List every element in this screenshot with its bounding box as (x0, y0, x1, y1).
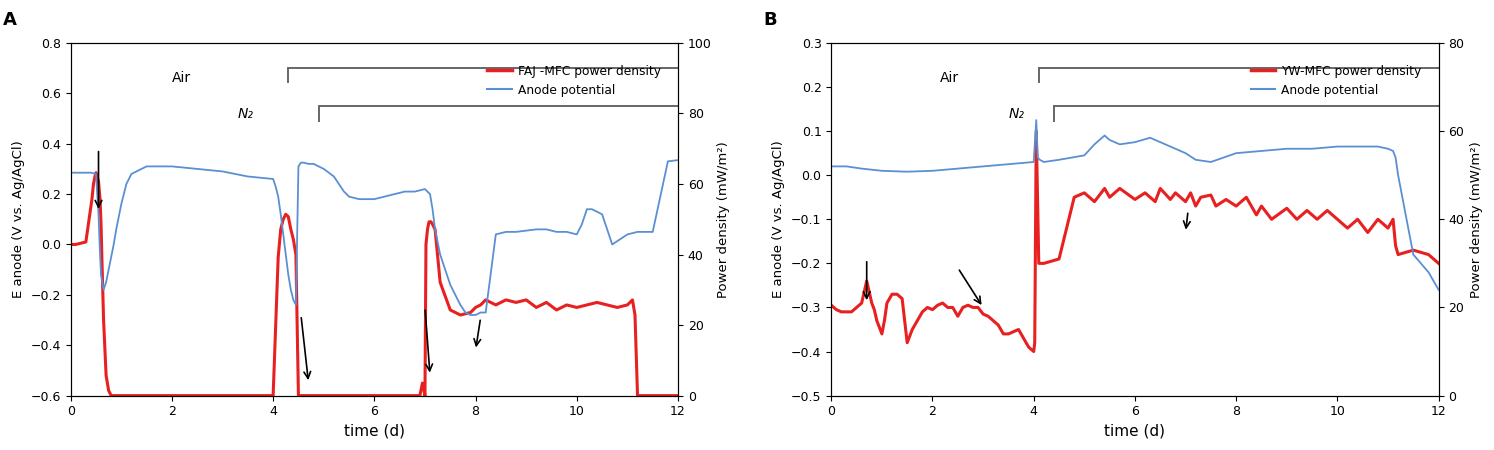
X-axis label: time (d): time (d) (1104, 424, 1165, 439)
Text: A: A (3, 11, 16, 29)
Legend: FAJ -MFC power density, Anode potential: FAJ -MFC power density, Anode potential (483, 60, 666, 102)
Legend: YW-MFC power density, Anode potential: YW-MFC power density, Anode potential (1246, 60, 1427, 102)
Y-axis label: E anode (V vs. Ag/AgCl): E anode (V vs. Ag/AgCl) (772, 140, 786, 298)
Text: N₂: N₂ (1008, 107, 1025, 121)
Text: Air: Air (940, 71, 959, 86)
Y-axis label: Power density (mW/m²): Power density (mW/m²) (717, 141, 731, 297)
Text: Air: Air (172, 71, 191, 86)
Y-axis label: Power density (mW/m²): Power density (mW/m²) (1470, 141, 1484, 297)
Text: N₂: N₂ (238, 107, 254, 121)
Y-axis label: E anode (V vs. Ag/AgCl): E anode (V vs. Ag/AgCl) (12, 140, 25, 298)
X-axis label: time (d): time (d) (344, 424, 405, 439)
Text: B: B (763, 11, 777, 29)
